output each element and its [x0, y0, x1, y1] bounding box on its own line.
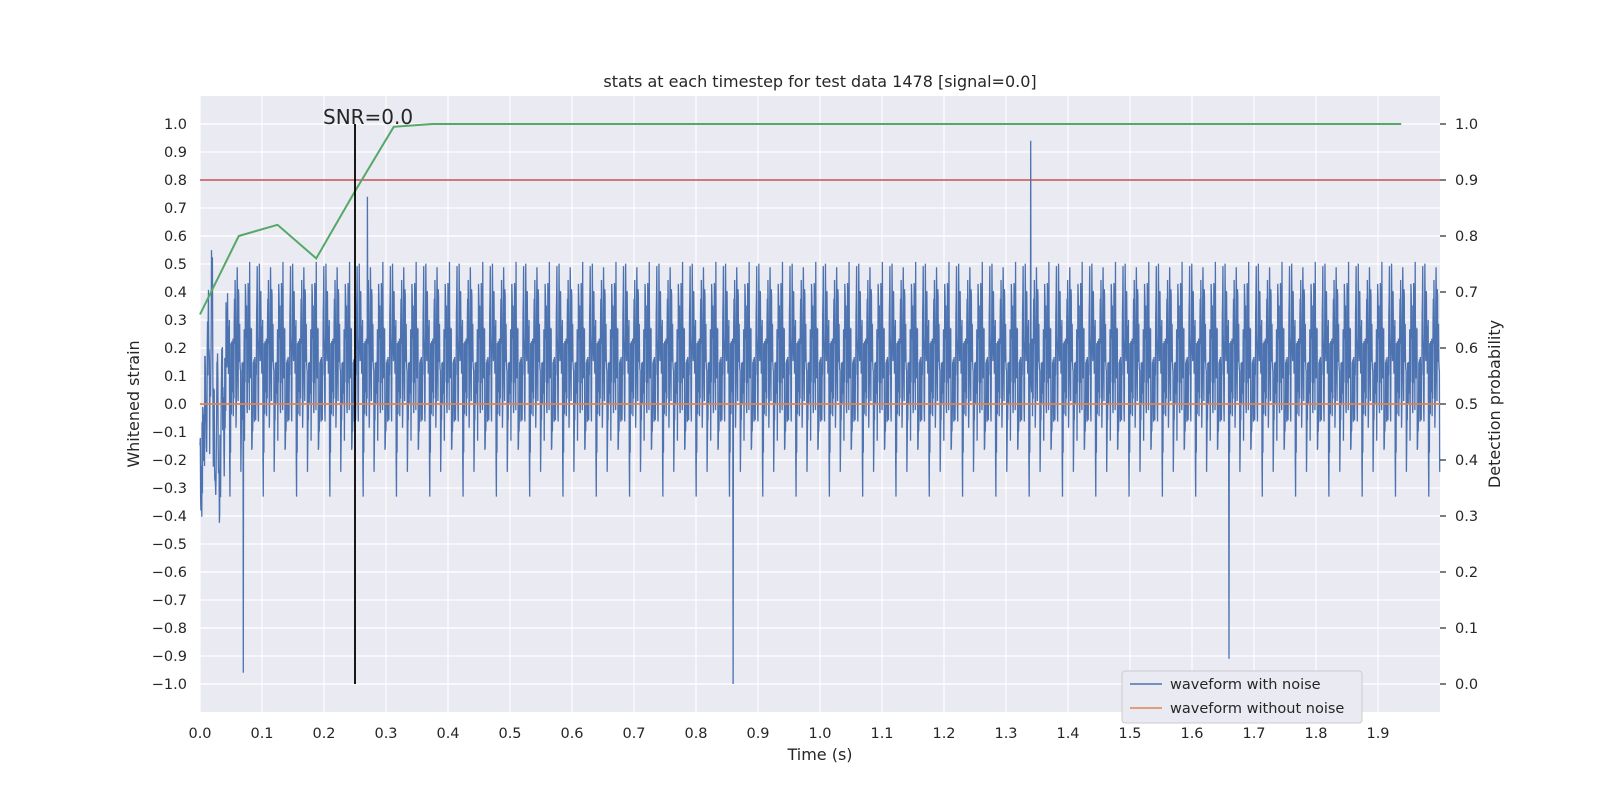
x-axis-ticks: 0.0 0.1 0.2 0.3 0.4 0.5 0.6 0.7 0.8 0.9 1.0 1.1 1.2 1… [188, 726, 1389, 742]
y-tick-label: −0.5 [152, 537, 187, 553]
x-tick-label: 1.0 [808, 726, 831, 742]
snr-annotation: SNR=0.0 [323, 105, 413, 129]
x-tick-label: 1.8 [1304, 726, 1327, 742]
y-tick-label: −0.4 [152, 509, 187, 525]
x-tick-label: 0.1 [250, 726, 273, 742]
y-tick-label: −0.6 [152, 565, 187, 581]
y2-tick-label: 0.6 [1455, 341, 1478, 357]
y2-axis-label: Detection probability [1485, 320, 1504, 488]
y-tick-label: −0.9 [152, 649, 187, 665]
x-axis-label: Time (s) [786, 745, 852, 764]
y-tick-label: 0.9 [164, 145, 187, 161]
y-tick-label: −0.8 [152, 621, 187, 637]
x-tick-label: 0.5 [498, 726, 521, 742]
y2-tick-label: 0.8 [1455, 229, 1478, 245]
legend-label-clean: waveform without noise [1170, 701, 1344, 717]
x-tick-label: 1.2 [932, 726, 955, 742]
x-tick-label: 1.5 [1118, 726, 1141, 742]
waveform-with-noise-line [199, 140, 1441, 685]
y-tick-label: 1.0 [164, 117, 187, 133]
y-tick-label: −0.2 [152, 453, 187, 469]
y-tick-label: 0.1 [164, 369, 187, 385]
y2-tick-label: 0.4 [1455, 453, 1478, 469]
y-tick-label: 0.0 [164, 397, 187, 413]
y2-tick-label: 0.7 [1455, 285, 1478, 301]
y-tick-label: −0.7 [152, 593, 187, 609]
x-tick-label: 1.9 [1366, 726, 1389, 742]
x-tick-label: 1.1 [870, 726, 893, 742]
x-tick-label: 0.4 [436, 726, 459, 742]
legend-label-noisy: waveform with noise [1170, 677, 1321, 693]
y2-tick-label: 0.1 [1455, 621, 1478, 637]
y2-tick-label: 0.0 [1455, 677, 1478, 693]
x-tick-label: 0.9 [746, 726, 769, 742]
y-axis-label: Whitened strain [124, 340, 143, 467]
x-tick-label: 1.7 [1242, 726, 1265, 742]
y-tick-label: 0.7 [164, 201, 187, 217]
y2-tick-label: 0.9 [1455, 173, 1478, 189]
y-tick-label: 0.6 [164, 229, 187, 245]
y2-tick-label: 0.5 [1455, 397, 1478, 413]
legend-box [1121, 670, 1363, 724]
y-tick-label: 0.3 [164, 313, 187, 329]
y-axis-ticks: −1.0 −0.9 −0.8 −0.7 −0.6 −0.5 −0.4 −0.3 −0.2 −0.1… [152, 117, 187, 693]
chart-title: stats at each timestep for test data 147… [603, 72, 1036, 91]
x-tick-label: 1.6 [1180, 726, 1203, 742]
x-tick-label: 1.3 [994, 726, 1017, 742]
y2-axis-ticks: 0.0 0.1 0.2 0.3 0.4 0.5 0.6 0.7 0.8 0.9 1.0 [1440, 117, 1478, 693]
legend: waveform with noise waveform without noi… [1121, 670, 1363, 724]
series-detection-probability [199, 123, 1402, 315]
x-tick-label: 0.3 [374, 726, 397, 742]
y2-tick-label: 0.3 [1455, 509, 1478, 525]
x-tick-label: 1.4 [1056, 726, 1079, 742]
y-tick-label: 0.5 [164, 257, 187, 273]
x-tick-label: 0.7 [622, 726, 645, 742]
detection-probability-line [199, 123, 1402, 315]
series-waveform-with-noise [199, 140, 1441, 685]
x-tick-label: 0.6 [560, 726, 583, 742]
y-tick-label: 0.8 [164, 173, 187, 189]
y-tick-label: −1.0 [152, 677, 187, 693]
y-tick-label: 0.4 [164, 285, 187, 301]
y-tick-label: −0.1 [152, 425, 187, 441]
y2-tick-label: 0.2 [1455, 565, 1478, 581]
x-tick-label: 0.0 [188, 726, 211, 742]
x-tick-label: 0.8 [684, 726, 707, 742]
y-tick-label: 0.2 [164, 341, 187, 357]
y2-tick-label: 1.0 [1455, 117, 1478, 133]
y-tick-label: −0.3 [152, 481, 187, 497]
x-tick-label: 0.2 [312, 726, 335, 742]
